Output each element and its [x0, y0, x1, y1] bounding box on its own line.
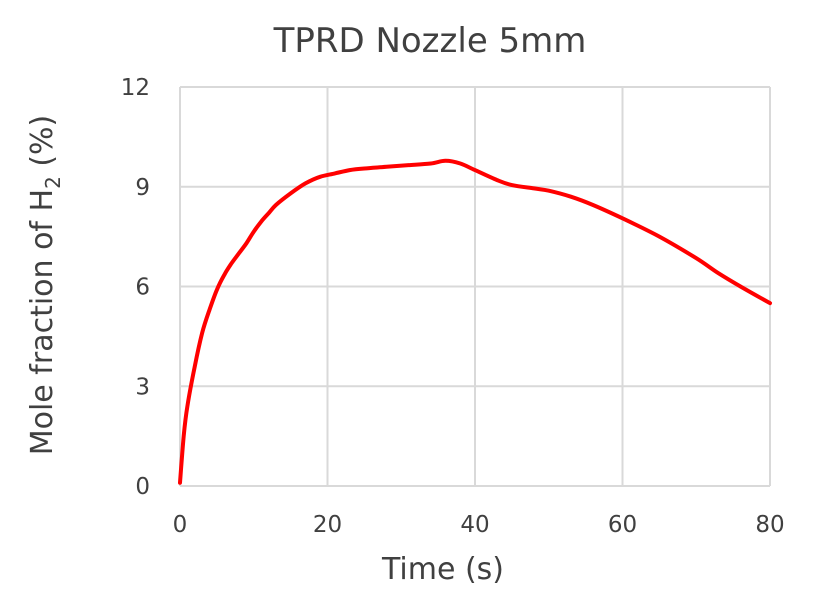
- y-axis-label-suffix: (%): [25, 115, 60, 176]
- y-tick-label: 12: [121, 75, 150, 101]
- tick-labels: 0 3 6 9 12 0 20 40 60 80: [121, 75, 785, 538]
- x-tick-label: 60: [608, 512, 637, 538]
- y-tick-label: 9: [135, 175, 150, 201]
- x-tick-label: 0: [173, 512, 188, 538]
- y-tick-label: 0: [135, 474, 150, 500]
- y-axis-label-prefix: Mole fraction of H: [25, 189, 60, 455]
- series-layer: [178, 158, 772, 485]
- x-axis-label: Time (s): [381, 552, 504, 587]
- series-line: [178, 158, 772, 485]
- x-tick-label: 80: [755, 512, 784, 538]
- y-axis-label-subscript: 2: [41, 176, 65, 189]
- x-tick-label: 40: [460, 512, 489, 538]
- y-tick-label: 6: [135, 275, 150, 301]
- grid: [179, 86, 771, 487]
- y-tick-label: 3: [135, 374, 150, 400]
- y-axis-label: Mole fraction of H2 (%): [25, 115, 65, 456]
- chart-title: TPRD Nozzle 5mm: [273, 21, 587, 61]
- x-tick-label: 20: [313, 512, 342, 538]
